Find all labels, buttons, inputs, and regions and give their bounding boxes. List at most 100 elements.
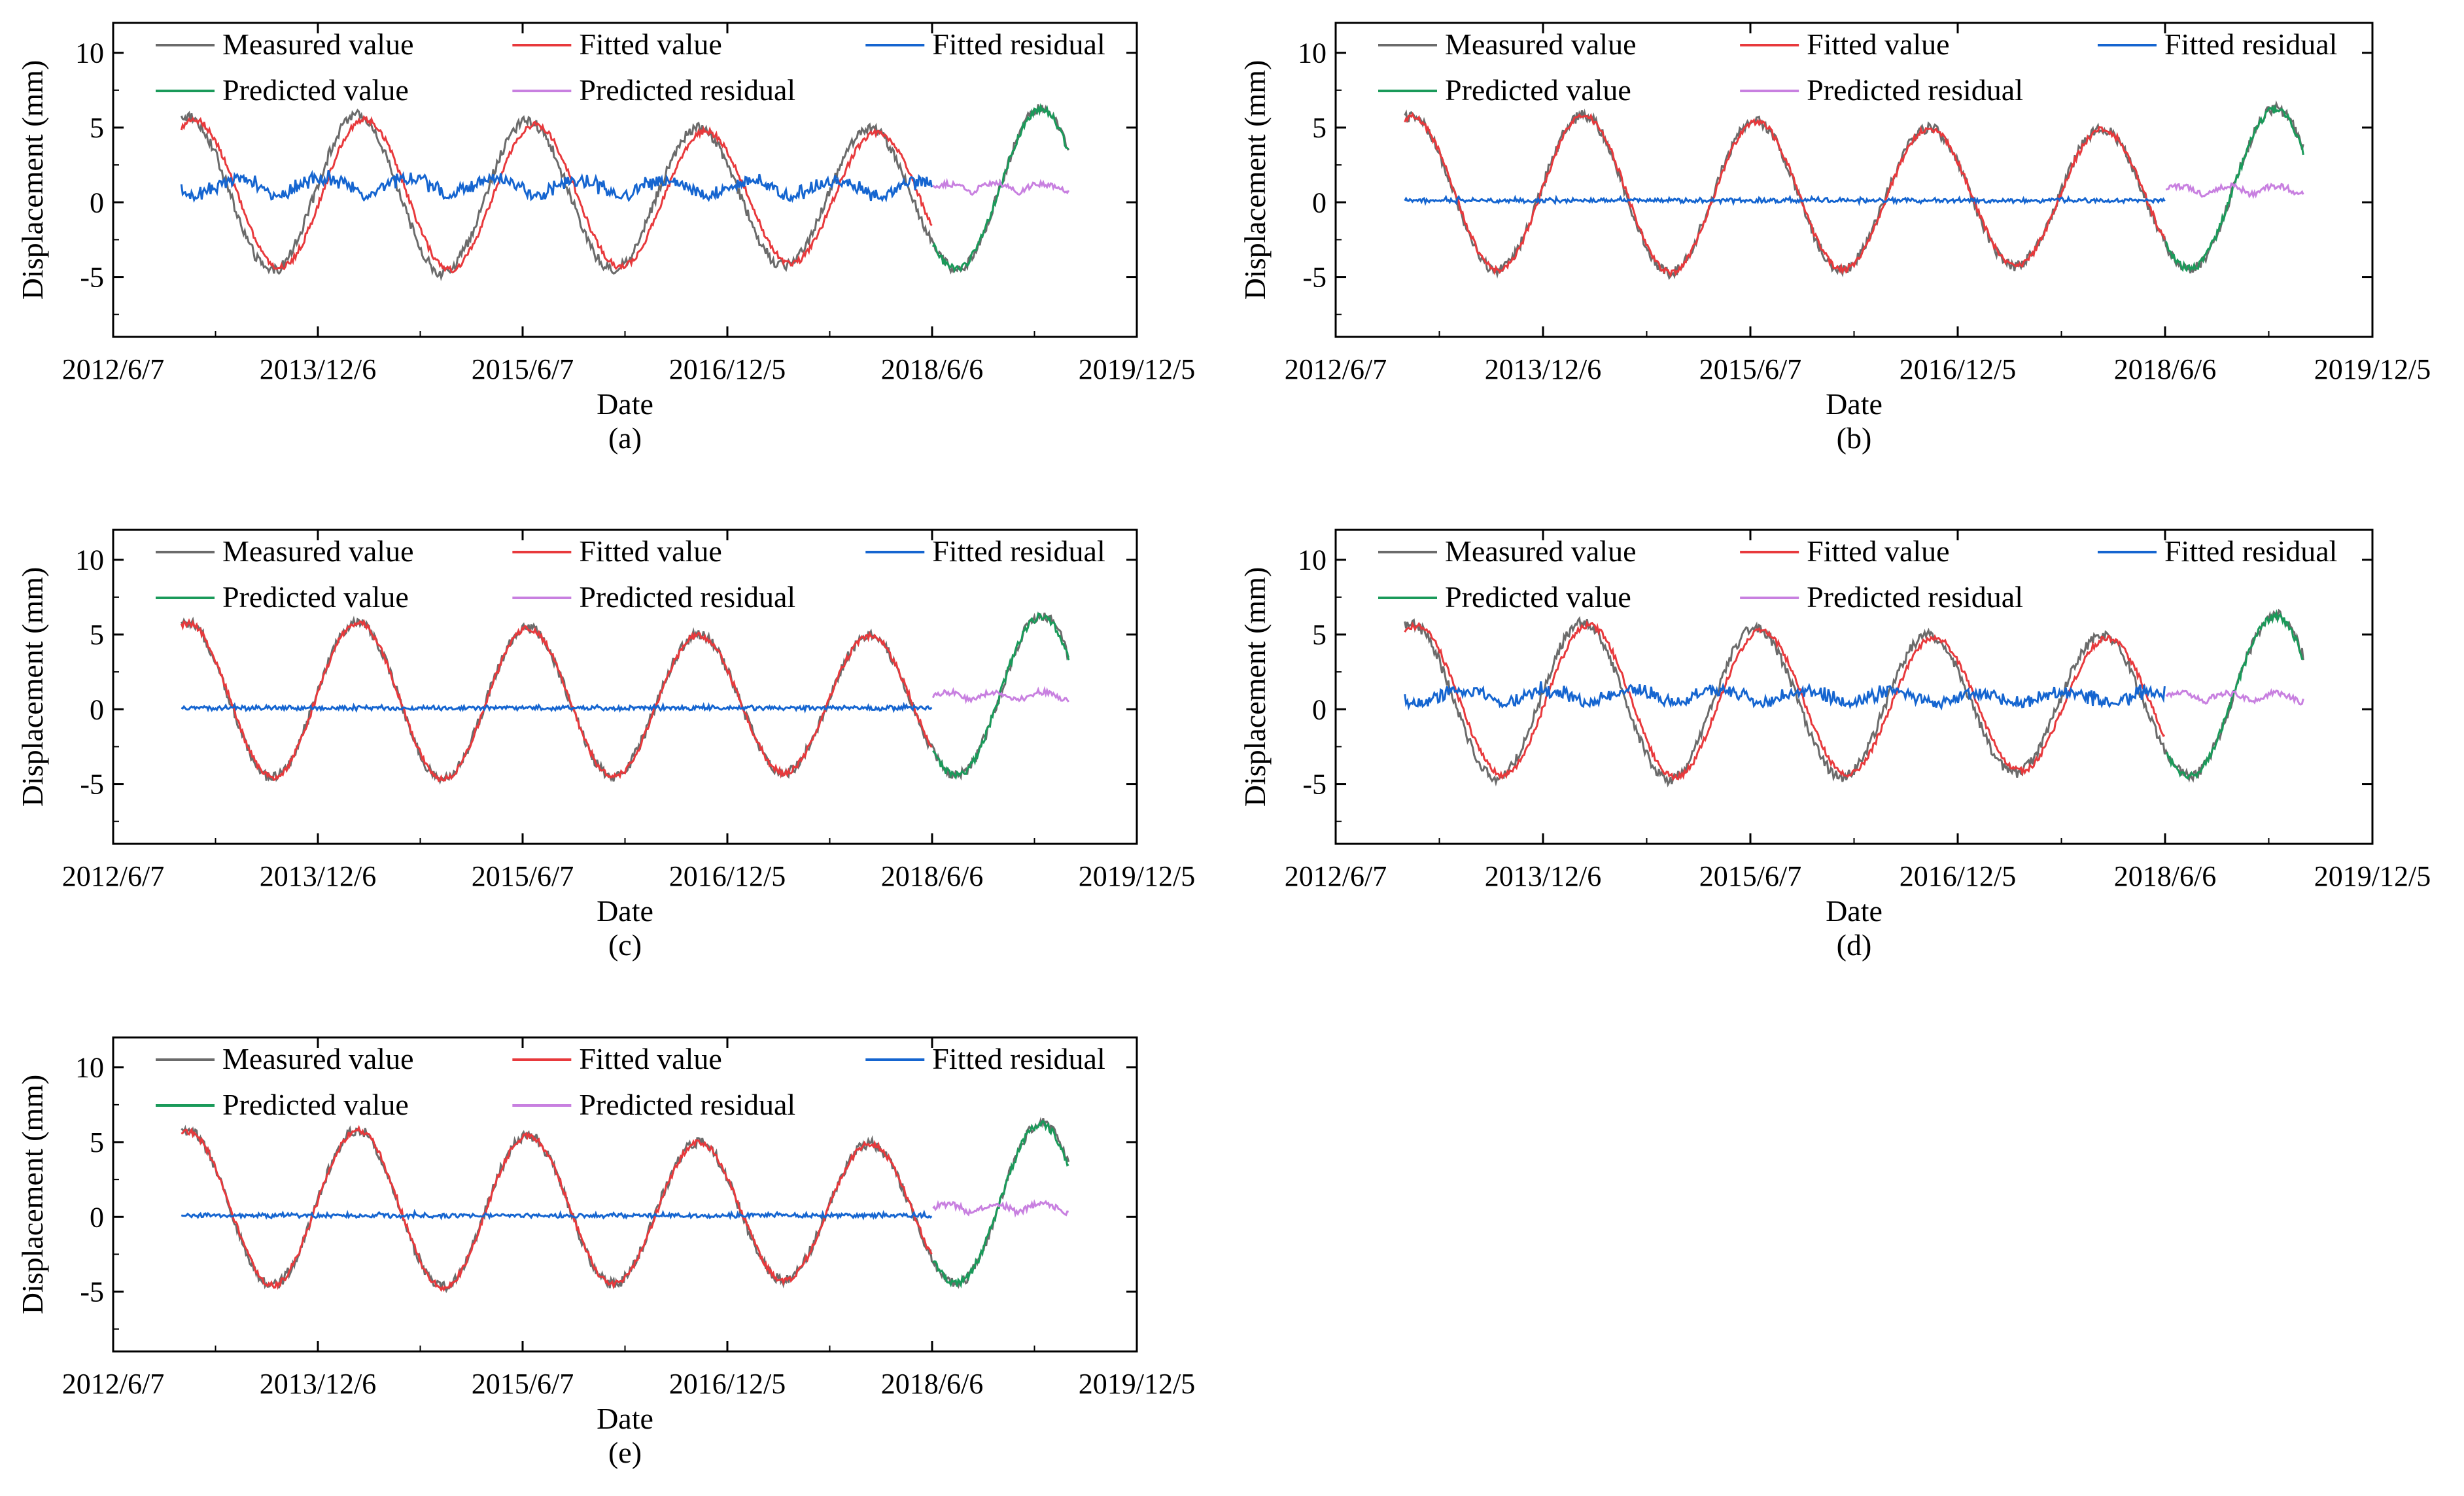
y-tick-label: 5	[90, 1126, 104, 1158]
x-tick-label: 2016/12/5	[1900, 353, 2016, 385]
legend: Measured value Fitted value Fitted residua…	[156, 534, 1105, 614]
series-fitted-value	[1404, 112, 2166, 278]
x-tick-label: 2012/6/7	[1285, 860, 1387, 892]
series-predicted-residual	[931, 686, 1069, 705]
legend-label: Predicted residual	[1807, 73, 2023, 107]
y-tick-label: 5	[1312, 619, 1327, 651]
y-axis-title: Displacement (mm)	[16, 567, 49, 807]
x-tick-label: 2012/6/7	[62, 1368, 164, 1400]
plot-frame	[112, 22, 1138, 338]
y-tick-label: 0	[90, 1201, 104, 1233]
series-fitted-value	[181, 1124, 933, 1293]
series-measured-value	[180, 104, 1069, 281]
x-tick-label: 2016/12/5	[1900, 860, 2016, 892]
y-axis-title: Displacement (mm)	[16, 1075, 49, 1315]
legend-label: Fitted value	[579, 534, 721, 568]
legend-label: Predicted value	[222, 73, 409, 107]
x-axis-title: Date	[1826, 894, 1883, 928]
legend-label: Predicted residual	[579, 1088, 795, 1121]
legend-label: Fitted residual	[932, 27, 1105, 61]
x-tick-label: 2016/12/5	[669, 860, 786, 892]
x-tick-label: 2018/6/6	[881, 1368, 983, 1400]
series-predicted-residual	[932, 1199, 1069, 1218]
y-tick-label: 5	[90, 112, 104, 144]
y-tick-label: -5	[80, 769, 104, 801]
series-predicted-residual	[932, 177, 1070, 196]
y-tick-label: 10	[1298, 37, 1327, 69]
panel-caption: (a)	[608, 421, 642, 455]
legend-label: Fitted residual	[2164, 27, 2337, 61]
series-fitted-residual	[1404, 681, 2166, 711]
legend-label: Measured value	[1445, 534, 1637, 568]
legend-label: Predicted residual	[579, 580, 795, 614]
legend: Measured value Fitted value Fitted residua…	[156, 1042, 1105, 1121]
series-group	[180, 611, 1070, 785]
y-tick-label: 10	[75, 1052, 104, 1084]
series-fitted-residual	[1404, 194, 2166, 207]
chart-panel-4: -5 0 5 10 2012/6/7 2013/12/6 2015/6/7 2016/12/5…	[1238, 529, 2431, 962]
x-tick-label: 2015/6/7	[1699, 860, 1801, 892]
series-predicted-value	[932, 1120, 1069, 1289]
x-tick-label: 2012/6/7	[1285, 353, 1387, 385]
y-axis-title: Displacement (mm)	[1238, 60, 1272, 300]
series-measured-value	[181, 1117, 1070, 1293]
x-tick-label: 2013/12/6	[1485, 353, 1601, 385]
x-tick-label: 2015/6/7	[1699, 353, 1801, 385]
y-tick-label: 10	[75, 37, 104, 69]
legend-label: Predicted value	[1445, 73, 1631, 107]
legend-label: Predicted value	[222, 1088, 409, 1121]
x-tick-label: 2012/6/7	[62, 353, 164, 385]
series-measured-value	[1404, 608, 2304, 788]
y-axis-title: Displacement (mm)	[1238, 567, 1272, 807]
x-tick-label: 2018/6/6	[2114, 860, 2216, 892]
series-fitted-residual	[181, 1208, 933, 1221]
x-tick-label: 2019/12/5	[1079, 860, 1195, 892]
y-tick-label: 5	[90, 619, 104, 651]
series-predicted-value	[2166, 609, 2304, 780]
x-tick-label: 2016/12/5	[669, 353, 786, 385]
legend-label: Predicted value	[1445, 580, 1631, 614]
series-predicted-residual	[2165, 182, 2304, 200]
y-tick-label: 0	[90, 693, 104, 725]
series-fitted-value	[180, 114, 933, 273]
x-tick-label: 2019/12/5	[1079, 1368, 1195, 1400]
legend-label: Measured value	[1445, 27, 1637, 61]
y-tick-label: -5	[1302, 769, 1327, 801]
x-tick-label: 2019/12/5	[2314, 353, 2431, 385]
legend-label: Fitted residual	[2164, 534, 2337, 568]
plot-frame	[112, 1036, 1138, 1353]
x-tick-label: 2015/6/7	[472, 1368, 574, 1400]
y-axis-title: Displacement (mm)	[16, 60, 49, 300]
x-tick-label: 2018/6/6	[2114, 353, 2216, 385]
series-measured-value	[1404, 100, 2304, 281]
plot-frame	[1334, 529, 2374, 845]
x-axis-title: Date	[597, 387, 653, 421]
legend-label: Predicted residual	[1807, 580, 2023, 614]
y-tick-label: 0	[90, 186, 104, 218]
x-tick-label: 2013/12/6	[260, 860, 376, 892]
chart-panel-2: -5 0 5 10 2012/6/7 2013/12/6 2015/6/7 2016/12/5…	[1238, 22, 2431, 455]
panel-caption: (d)	[1837, 928, 1872, 962]
x-tick-label: 2012/6/7	[62, 860, 164, 892]
series-predicted-value	[2164, 104, 2304, 273]
panel-caption: (c)	[608, 928, 642, 962]
x-tick-label: 2019/12/5	[1079, 353, 1195, 385]
x-tick-label: 2016/12/5	[669, 1368, 786, 1400]
chart-panel-3: -5 0 5 10 2012/6/7 2013/12/6 2015/6/7 2016/12/5…	[16, 529, 1195, 962]
y-tick-label: 10	[1298, 544, 1327, 576]
x-axis-title: Date	[597, 1402, 653, 1435]
legend-label: Predicted residual	[579, 73, 795, 107]
legend-label: Measured value	[222, 27, 414, 61]
legend: Measured value Fitted value Fitted residua…	[156, 27, 1105, 107]
x-tick-label: 2018/6/6	[881, 353, 983, 385]
panel-caption: (b)	[1837, 421, 1872, 455]
x-tick-label: 2013/12/6	[260, 1368, 376, 1400]
y-tick-label: -5	[1302, 262, 1327, 294]
legend-label: Predicted value	[222, 580, 409, 614]
x-tick-label: 2015/6/7	[472, 860, 574, 892]
series-fitted-value	[1404, 620, 2166, 782]
series-fitted-residual	[181, 701, 933, 714]
legend-label: Fitted residual	[932, 1042, 1105, 1075]
y-tick-label: 0	[1312, 186, 1327, 218]
legend-label: Measured value	[222, 1042, 414, 1075]
